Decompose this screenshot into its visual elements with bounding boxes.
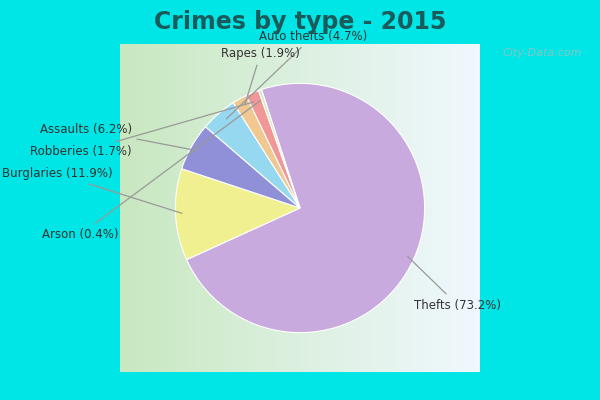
Text: Crimes by type - 2015: Crimes by type - 2015 xyxy=(154,10,446,34)
Wedge shape xyxy=(175,169,300,260)
Wedge shape xyxy=(182,127,300,208)
Wedge shape xyxy=(187,83,425,333)
Wedge shape xyxy=(233,96,300,208)
Text: City-Data.com: City-Data.com xyxy=(503,48,582,58)
Text: Rapes (1.9%): Rapes (1.9%) xyxy=(221,47,300,104)
Wedge shape xyxy=(205,103,300,208)
Text: Thefts (73.2%): Thefts (73.2%) xyxy=(407,256,501,312)
Text: Auto thefts (4.7%): Auto thefts (4.7%) xyxy=(226,30,367,119)
Text: Robberies (1.7%): Robberies (1.7%) xyxy=(31,102,253,158)
Text: Arson (0.4%): Arson (0.4%) xyxy=(43,100,261,241)
Text: Assaults (6.2%): Assaults (6.2%) xyxy=(40,123,197,150)
Wedge shape xyxy=(259,90,300,208)
Wedge shape xyxy=(246,90,300,208)
Text: Burglaries (11.9%): Burglaries (11.9%) xyxy=(2,167,182,213)
